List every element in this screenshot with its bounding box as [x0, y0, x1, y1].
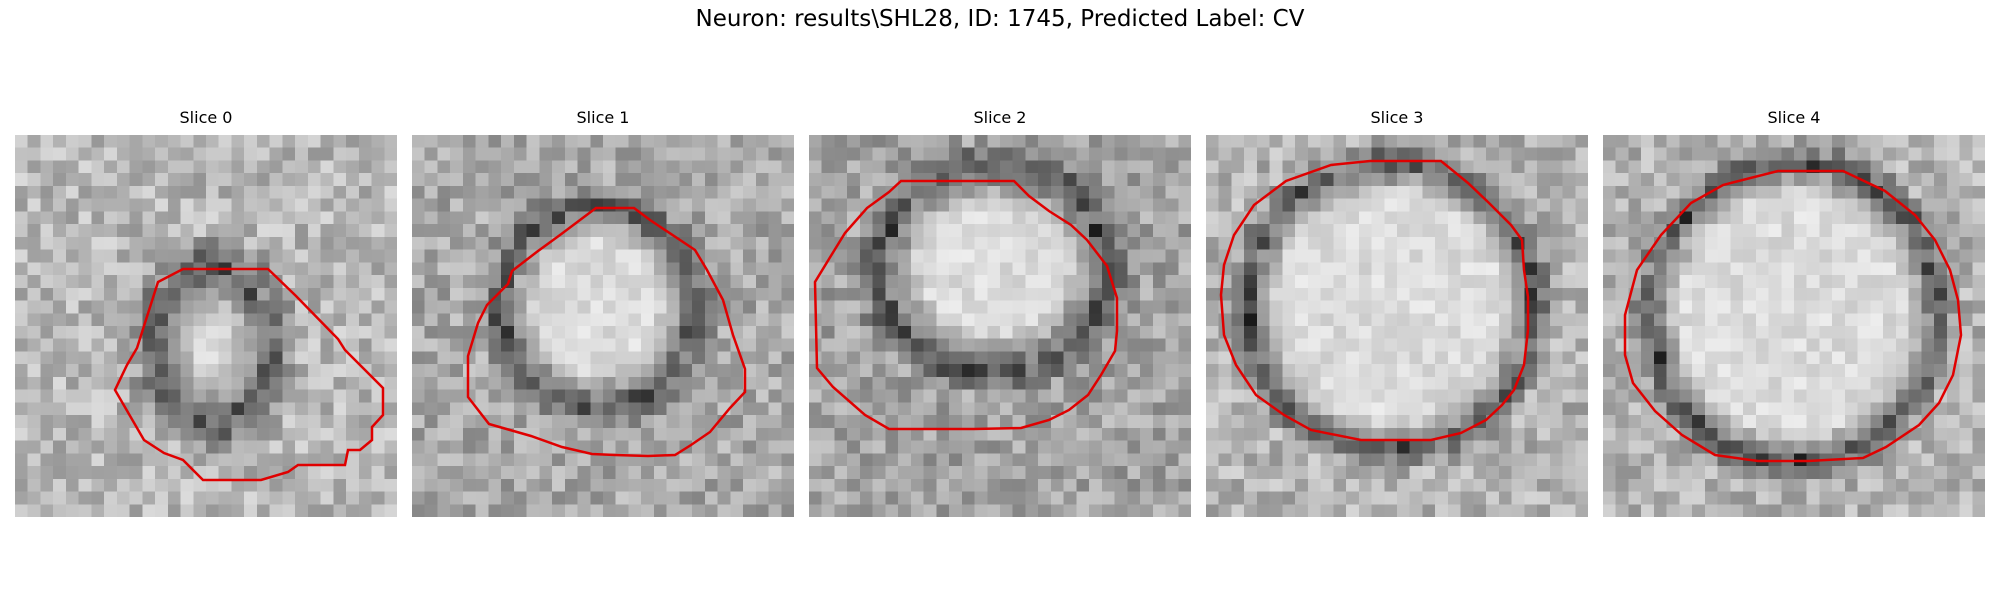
contour-line — [1219, 159, 1530, 442]
slice-image — [15, 135, 397, 517]
segmentation-contour — [1219, 159, 1530, 442]
slice-title: Slice 3 — [1370, 108, 1424, 127]
segmentation-contour — [813, 179, 1119, 431]
slice-image — [1206, 135, 1588, 517]
slice-panel-2: Slice 2 — [809, 108, 1191, 517]
contour-line — [813, 179, 1119, 431]
segmentation-contour — [113, 267, 385, 482]
slice-panel-3: Slice 3 — [1206, 108, 1588, 517]
slice-panel-4: Slice 4 — [1603, 108, 1985, 517]
slice-title: Slice 2 — [973, 108, 1027, 127]
contour-line — [466, 206, 747, 458]
contour-line — [113, 267, 385, 482]
slice-image — [1603, 135, 1985, 517]
slice-title: Slice 0 — [179, 108, 233, 127]
slice-panel-0: Slice 0 — [15, 108, 397, 517]
contour-line — [1623, 169, 1963, 463]
slice-image — [809, 135, 1191, 517]
slice-title: Slice 1 — [576, 108, 630, 127]
segmentation-contour — [466, 206, 747, 458]
slice-title: Slice 4 — [1767, 108, 1821, 127]
segmentation-contour — [1623, 169, 1963, 463]
slice-panel-1: Slice 1 — [412, 108, 794, 517]
figure-title: Neuron: results\SHL28, ID: 1745, Predict… — [695, 6, 1305, 32]
